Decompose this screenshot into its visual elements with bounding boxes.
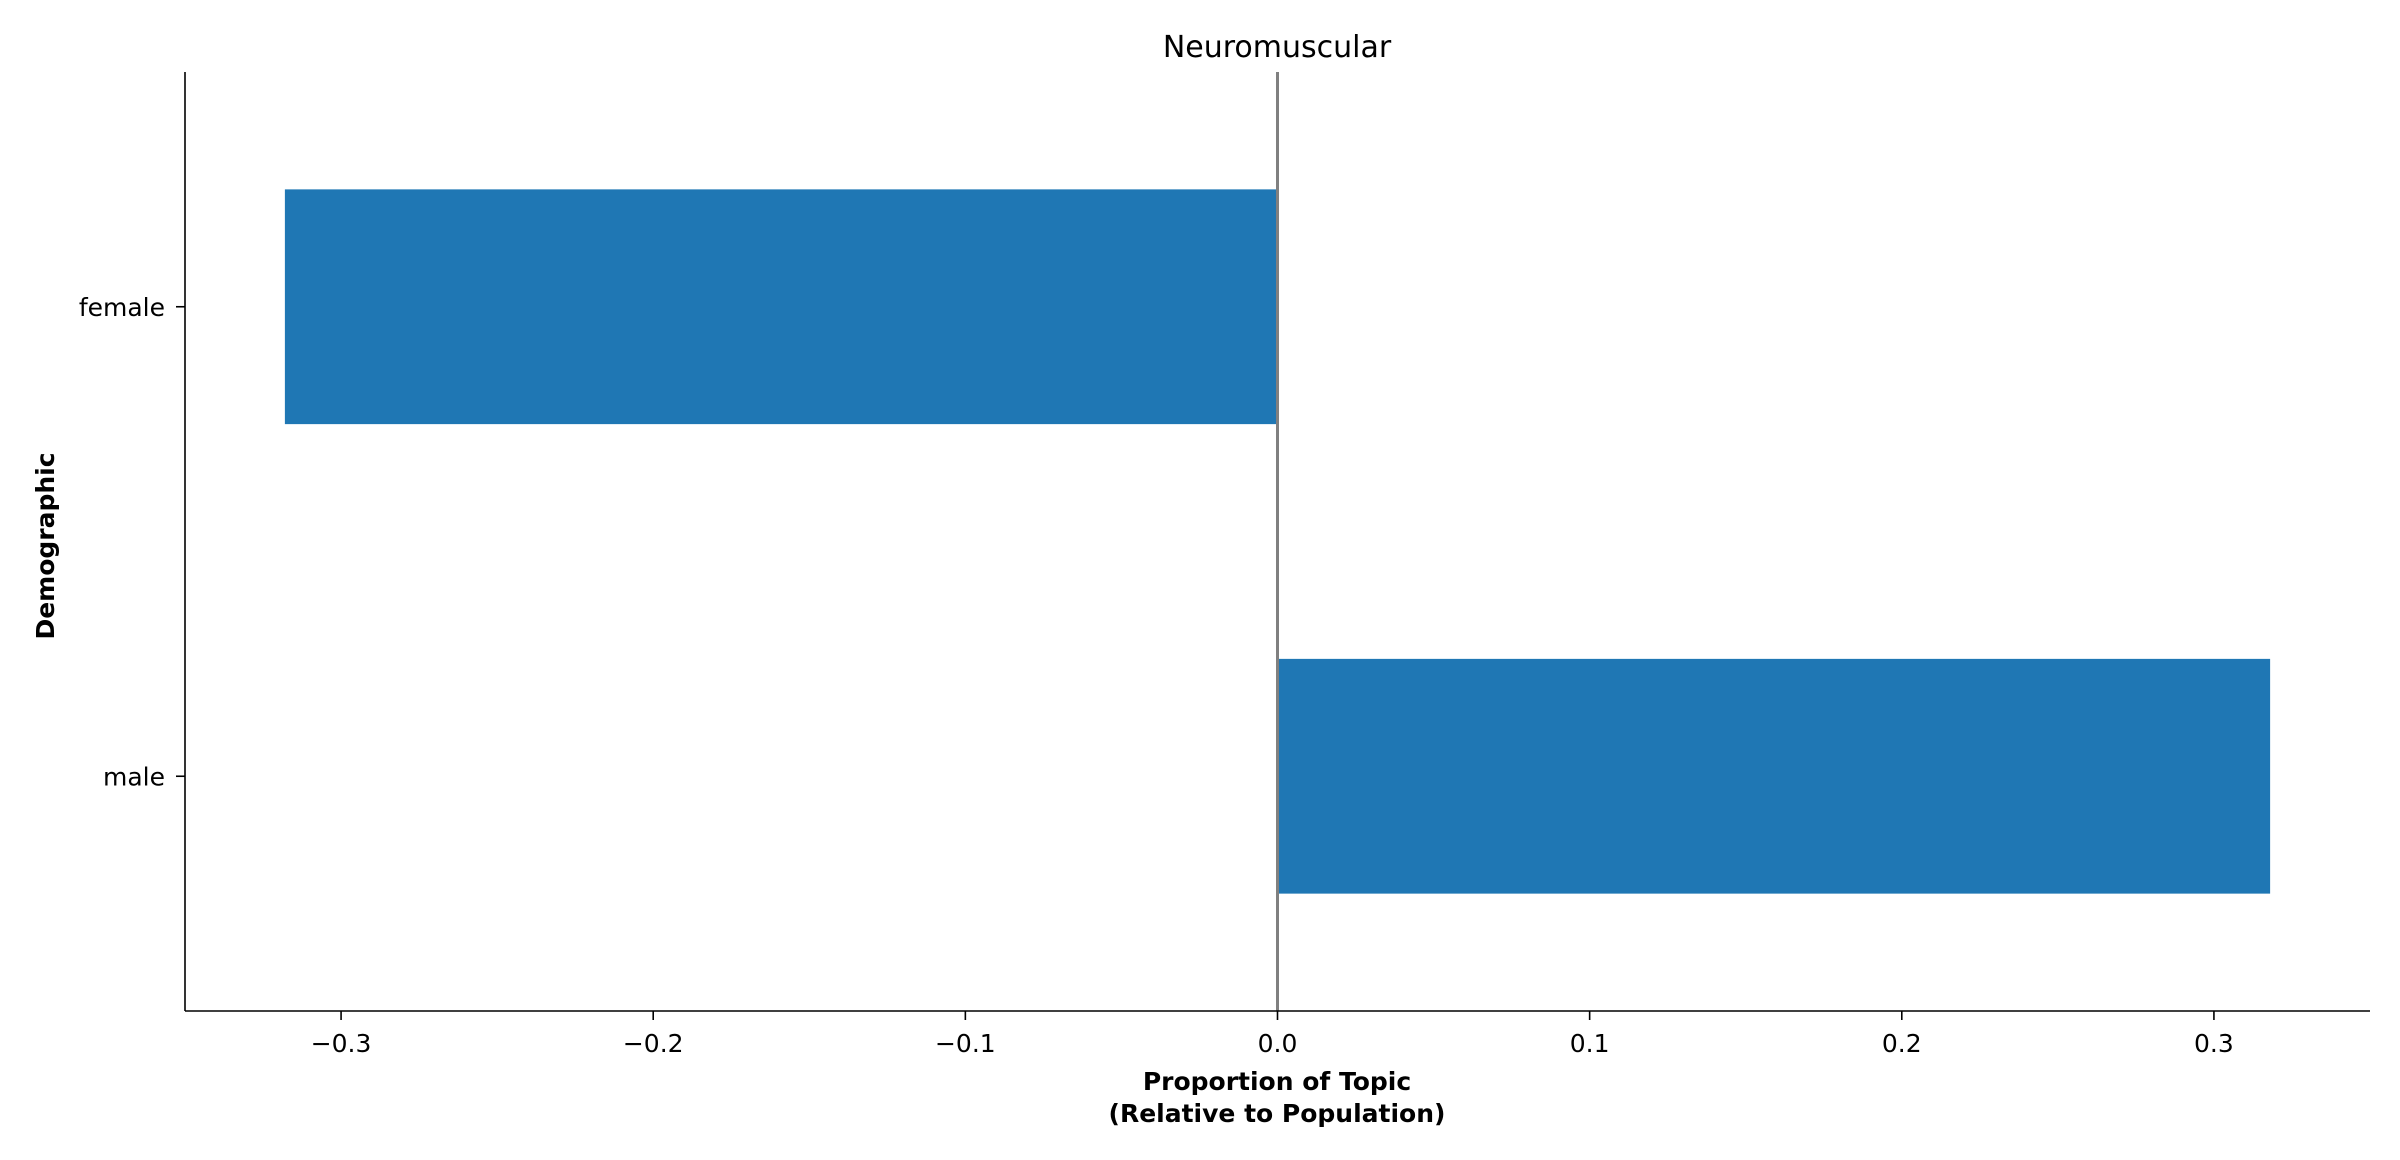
y-tick-label-female: female [79, 293, 165, 322]
bar-female [284, 189, 1278, 425]
x-tick-label: −0.2 [623, 1029, 684, 1058]
chart-title: Neuromuscular [1163, 30, 1392, 65]
ticks-layer: female male −0.3 −0.2 −0.1 0.0 0.1 0.2 0.3 [79, 293, 2234, 1058]
x-tick-label: 0.0 [1258, 1029, 1298, 1058]
x-tick-label: 0.3 [2194, 1029, 2234, 1058]
y-axis-label: Demographic [31, 452, 60, 639]
x-tick-label: 0.1 [1570, 1029, 1610, 1058]
bars-layer [284, 189, 2271, 894]
x-tick-label: −0.3 [311, 1029, 372, 1058]
x-tick-label: −0.1 [935, 1029, 996, 1058]
x-tick-label: 0.2 [1882, 1029, 1922, 1058]
x-axis-label-line-2: (Relative to Population) [1109, 1099, 1446, 1128]
x-axis-label-line-1: Proportion of Topic [1143, 1067, 1411, 1096]
y-tick-label-male: male [103, 762, 165, 791]
bar-male [1277, 658, 2271, 894]
